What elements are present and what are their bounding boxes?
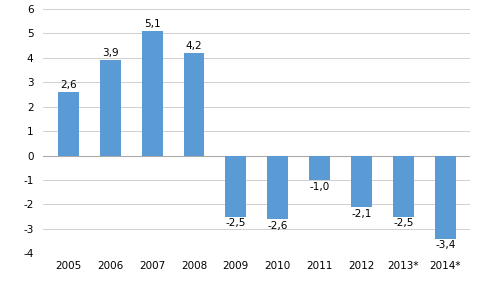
Text: 5,1: 5,1 <box>144 19 160 29</box>
Text: -1,0: -1,0 <box>310 182 330 192</box>
Text: -2,5: -2,5 <box>226 218 246 228</box>
Bar <box>309 156 330 180</box>
Bar <box>142 31 163 156</box>
Text: 4,2: 4,2 <box>186 41 202 51</box>
Bar <box>226 156 246 217</box>
Text: -3,4: -3,4 <box>435 240 456 251</box>
Bar <box>183 53 204 156</box>
Text: -2,5: -2,5 <box>393 218 414 228</box>
Bar <box>351 156 372 207</box>
Text: -2,1: -2,1 <box>351 209 372 219</box>
Text: 3,9: 3,9 <box>102 48 119 58</box>
Bar <box>100 60 120 156</box>
Bar <box>393 156 414 217</box>
Bar <box>435 156 456 239</box>
Text: -2,6: -2,6 <box>267 221 288 231</box>
Bar <box>267 156 288 219</box>
Text: 2,6: 2,6 <box>60 80 77 90</box>
Bar <box>58 92 79 156</box>
